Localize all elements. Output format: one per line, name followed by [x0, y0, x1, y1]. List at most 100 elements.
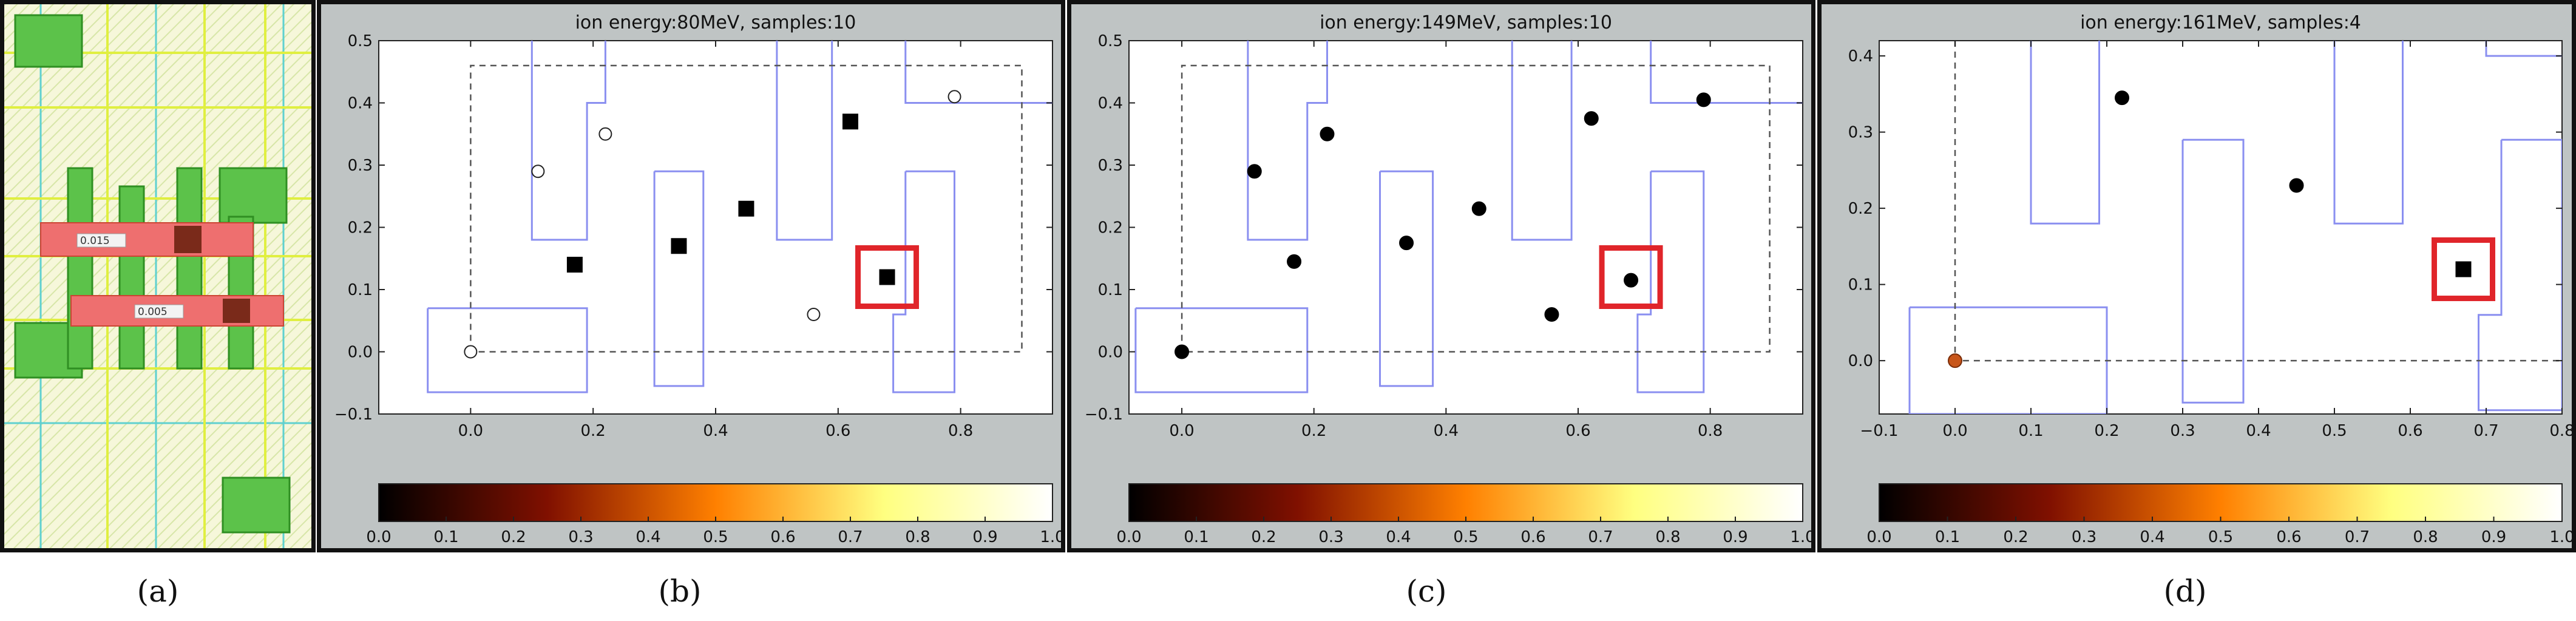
layout-outline	[653, 170, 705, 387]
x-tick-label: 0.2	[1301, 422, 1326, 440]
data-point	[879, 269, 895, 285]
colorbar-tick-label: 0.4	[636, 528, 660, 546]
y-tick-label: 0.1	[1098, 281, 1123, 299]
layout-background	[4, 4, 311, 548]
highlight-box	[1599, 245, 1663, 309]
layout-outline	[2181, 138, 2245, 404]
layout-outline	[1511, 41, 1573, 241]
x-tick-label: 0.8	[948, 422, 973, 440]
colorbar-tick-label: 0.6	[2276, 528, 2301, 546]
x-tick-label: 0.8	[2549, 422, 2572, 440]
y-tick-label: 0.3	[348, 157, 373, 175]
data-point	[1544, 307, 1559, 322]
colorbar-tick-label: 0.4	[2140, 528, 2164, 546]
plot-content	[1908, 41, 2562, 414]
y-tick-label: −0.1	[1085, 406, 1123, 424]
colorbar-tick-label: 0.1	[1935, 528, 1960, 546]
colorbar-tick-label: 0.3	[568, 528, 593, 546]
data-point	[1584, 111, 1599, 126]
data-point	[2455, 261, 2472, 277]
layout-contact	[219, 167, 288, 224]
colorbar-tick-label: 1.0	[1040, 528, 1061, 546]
data-point	[738, 200, 754, 217]
colorbar	[1128, 483, 1803, 522]
colorbar-tick-label: 1.0	[2549, 528, 2572, 546]
plot-area	[1879, 40, 2563, 415]
colorbar-tick-label: 0.2	[1251, 528, 1276, 546]
colorbar-tick-label: 0.8	[1655, 528, 1680, 546]
data-point	[1287, 254, 1302, 269]
data-point	[947, 90, 961, 104]
y-tick-label: 0.5	[1098, 32, 1123, 50]
x-tick-label: 0.1	[2018, 422, 2043, 440]
colorbar-tick-label: 0.5	[1453, 528, 1478, 546]
chart-panel-c: ion energy:149MeV, samples:10 0.0 0.2 0.4 0.…	[1067, 0, 1815, 552]
chart-panel-d: ion energy:161MeV, samples:4 −0.1 0.0 0.1 0.…	[1817, 0, 2576, 552]
y-tick-label: 0.1	[348, 281, 373, 299]
colorbar-tick-label: 0.2	[501, 528, 526, 546]
data-point	[531, 165, 545, 178]
colorbar-tick-label: 0.5	[703, 528, 728, 546]
y-tick-label: 0.4	[1098, 95, 1123, 113]
data-point	[566, 257, 583, 273]
layout-outline	[2030, 41, 2100, 225]
layout-outline	[2333, 41, 2404, 225]
layout-outline	[427, 307, 588, 393]
layout-outline	[1908, 306, 2108, 414]
data-point	[464, 345, 478, 359]
layout-outline	[776, 41, 833, 241]
x-tick-label: 0.6	[1565, 422, 1590, 440]
data-point	[1948, 353, 1962, 368]
colorbar-tick-label: 0.8	[905, 528, 930, 546]
colorbar-tick-label: 0.6	[770, 528, 795, 546]
colorbar-tick-label: 0.7	[2345, 528, 2370, 546]
layout-gate	[118, 185, 145, 370]
chart-title: ion energy:161MeV, samples:4	[2080, 12, 2361, 33]
colorbar-tick-label: 0.9	[2481, 528, 2506, 546]
caption-a: (a)	[137, 574, 179, 609]
highlight-box	[855, 245, 920, 309]
data-point	[1247, 164, 1262, 179]
colorbar-tick-label: 0.0	[366, 528, 391, 546]
x-tick-label: 0.3	[2170, 422, 2195, 440]
caption-d: (d)	[2163, 574, 2207, 609]
layout-diffusion	[40, 222, 254, 257]
x-tick-label: 0.0	[1169, 422, 1194, 440]
layout-outline	[1247, 41, 1328, 241]
x-tick-label: 0.5	[2322, 422, 2347, 440]
x-tick-label: 0.8	[1698, 422, 1723, 440]
layout-gate	[176, 167, 203, 370]
chart-panel-b: ion energy:80MeV, samples:10 0.0 0.2 0.4 0.6…	[317, 0, 1065, 552]
colorbar-tick-label: 0.9	[972, 528, 997, 546]
y-tick-label: −0.1	[334, 406, 373, 424]
colorbar-tick-label: 0.3	[2072, 528, 2096, 546]
plot-content	[1134, 41, 1803, 393]
layout-contact	[14, 14, 83, 68]
y-tick-label: 0.4	[348, 95, 373, 113]
x-tick-label: 0.2	[581, 422, 606, 440]
layout-label: 0.015	[80, 235, 110, 247]
data-point	[1320, 126, 1335, 141]
colorbar-tick-label: 0.8	[2413, 528, 2438, 546]
data-point	[842, 114, 858, 130]
layout-gate	[67, 167, 93, 370]
layout-outline	[1636, 170, 1705, 393]
scatter-chart-d: ion energy:161MeV, samples:4 −0.1 0.0 0.1 0.…	[1848, 12, 2575, 546]
y-tick-label: 0.3	[1098, 157, 1123, 175]
plot-content	[427, 41, 1052, 393]
data-point	[807, 308, 821, 321]
y-tick-label: 0.3	[1848, 124, 1873, 142]
y-tick-label: 0.5	[348, 32, 373, 50]
layout-outline	[1650, 41, 1803, 104]
layout-outline	[892, 170, 955, 393]
x-tick-label: 0.4	[1434, 422, 1459, 440]
chart-title: ion energy:149MeV, samples:10	[1320, 12, 1612, 33]
scatter-chart-c: ion energy:149MeV, samples:10 0.0 0.2 0.4 0.…	[1085, 12, 1815, 546]
colorbar-tick-label: 0.1	[1184, 528, 1208, 546]
layout-contact	[222, 477, 291, 534]
x-tick-label: 0.7	[2473, 422, 2498, 440]
colorbar-tick-label: 0.7	[838, 528, 863, 546]
x-tick-label: 0.4	[703, 422, 728, 440]
data-point	[2115, 90, 2129, 106]
colorbar-tick-label: 0.4	[1386, 528, 1411, 546]
